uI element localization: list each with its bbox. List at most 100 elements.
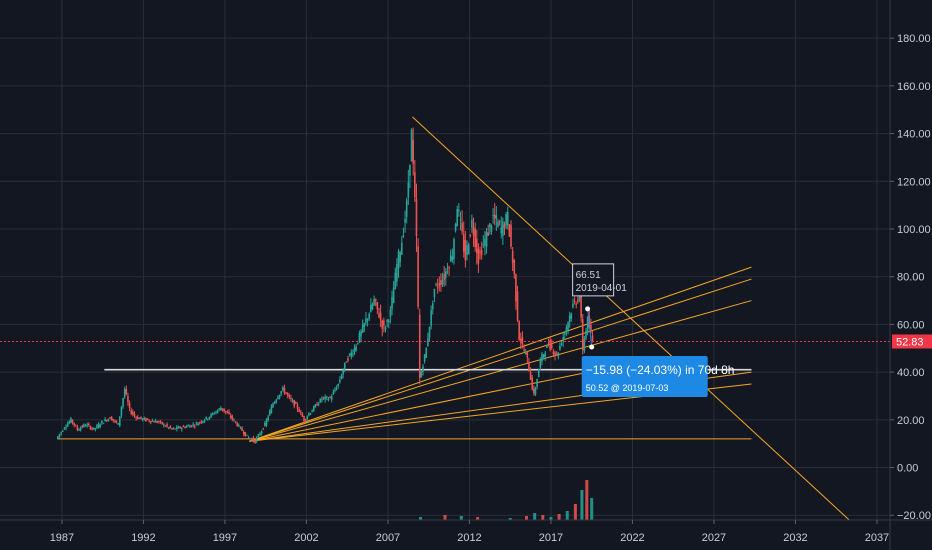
candle — [534, 386, 537, 397]
candle-body — [516, 291, 519, 321]
candle — [441, 272, 444, 288]
candle — [524, 348, 527, 355]
candle — [528, 358, 530, 372]
candle — [469, 233, 472, 238]
candle — [228, 409, 230, 415]
candle — [389, 305, 392, 324]
candle-body — [133, 413, 136, 416]
candle-body — [286, 392, 289, 396]
candle — [438, 276, 441, 292]
candle-body — [370, 305, 372, 313]
candle — [314, 403, 317, 408]
candle-body — [122, 398, 124, 407]
candle — [428, 326, 431, 342]
y-tick-label: −20.00 — [897, 510, 931, 522]
trend-line — [249, 266, 752, 442]
candle-body — [167, 427, 170, 429]
price-axis[interactable]: 180.00 160.00 140.00 120.00 100.00 80.00 60.00… — [889, 0, 931, 550]
candle — [402, 227, 405, 239]
candle-body — [381, 320, 384, 329]
candle-body — [575, 303, 578, 305]
candle-body — [104, 419, 106, 422]
candle-body — [523, 349, 525, 351]
trend-line — [249, 278, 752, 442]
candle-body — [464, 240, 467, 261]
candle — [353, 344, 356, 356]
candle-body — [585, 330, 587, 339]
candle — [547, 338, 550, 347]
candle-body — [542, 354, 545, 358]
candle — [299, 409, 302, 416]
candle — [521, 331, 524, 349]
candle-body — [185, 426, 188, 428]
candle-body — [459, 219, 462, 221]
measure-end-point[interactable] — [589, 344, 595, 350]
candle-body — [109, 417, 111, 419]
candle-body — [578, 296, 581, 300]
candle-body — [472, 227, 475, 236]
candle — [278, 394, 281, 400]
candle — [575, 301, 578, 309]
candle — [311, 409, 313, 413]
time-axis[interactable]: 1987 1992 1997 2002 2007 2012 2017 2022 2027 2032… — [0, 519, 932, 544]
candle — [122, 397, 124, 409]
candle — [202, 420, 204, 424]
candle-body — [580, 290, 582, 318]
candle — [467, 242, 470, 255]
candle-body — [480, 249, 483, 256]
candle — [308, 411, 310, 417]
y-tick-label: 60.00 — [897, 319, 925, 331]
candle-body — [440, 280, 442, 285]
candle — [136, 415, 139, 420]
candle — [539, 357, 542, 371]
candle-body — [526, 351, 529, 358]
candle — [115, 420, 118, 424]
candle-body — [539, 359, 542, 368]
candle — [159, 419, 162, 424]
candle-body — [177, 426, 180, 429]
candle — [519, 332, 522, 350]
candle-body — [68, 421, 71, 424]
candle — [254, 439, 256, 444]
candle — [513, 258, 516, 279]
candle — [158, 420, 160, 424]
candle-body — [161, 422, 163, 425]
candle — [57, 436, 59, 440]
candle-body — [537, 369, 540, 378]
candle-body — [207, 418, 209, 420]
candle-body — [353, 347, 356, 353]
candle — [456, 205, 459, 227]
candle — [216, 409, 219, 414]
candle-body — [552, 351, 555, 354]
y-tick-label: 160.00 — [897, 81, 931, 93]
candle-body — [343, 362, 346, 369]
candle — [374, 298, 377, 307]
candle — [60, 431, 62, 436]
candle — [490, 224, 493, 235]
candle-body — [430, 310, 432, 327]
candle-body — [94, 428, 97, 430]
candle-body — [259, 433, 261, 436]
candle — [361, 319, 364, 334]
x-tick-label: 2037 — [865, 532, 889, 544]
measure-tool[interactable]: 66.51 2019-04-01 −15.98 (−24.03%) in 70d… — [572, 263, 735, 398]
candle-body — [427, 338, 429, 346]
candle — [345, 361, 348, 363]
candle-body — [384, 327, 387, 330]
candle — [74, 424, 77, 427]
candle-body — [549, 340, 551, 350]
candle — [316, 401, 318, 406]
candle-body — [570, 313, 573, 319]
candle-body — [502, 221, 504, 236]
candle — [508, 223, 511, 238]
candle — [179, 426, 181, 429]
candle — [293, 399, 296, 409]
candle-body — [511, 250, 514, 264]
candle-body — [334, 389, 336, 392]
measure-start-point[interactable] — [585, 306, 591, 312]
candle-body — [166, 424, 168, 427]
candle-body — [252, 437, 255, 442]
candle — [132, 409, 134, 417]
candle-body — [533, 389, 535, 394]
